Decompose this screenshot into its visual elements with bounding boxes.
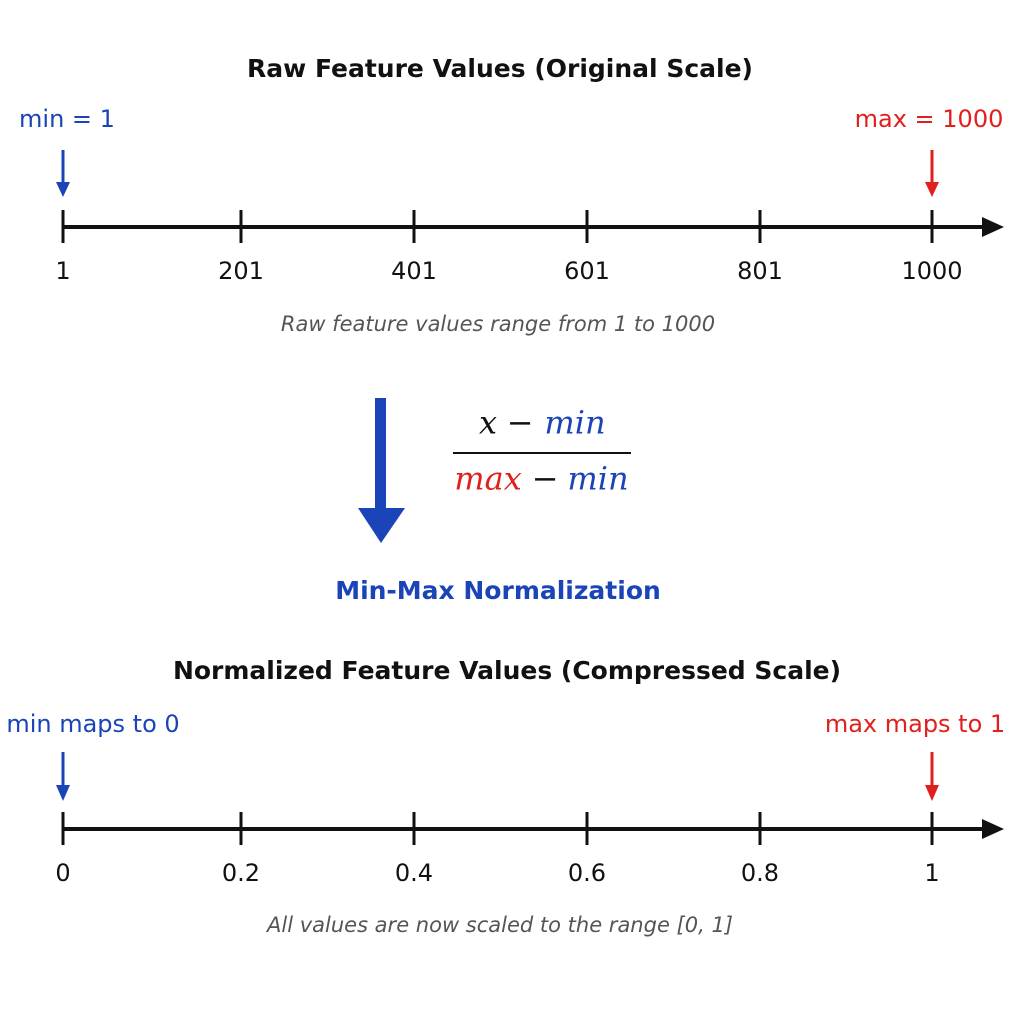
- formula-minus: −: [507, 404, 534, 442]
- bottom-ticks: 0 0.2 0.4 0.6 0.8 1: [55, 812, 940, 887]
- min-label: min = 1: [19, 105, 115, 133]
- max-arrow: [925, 150, 939, 197]
- min-label: min maps to 0: [6, 710, 179, 738]
- formula-x: x: [479, 404, 497, 442]
- tick-label: 0: [55, 859, 70, 887]
- formula-max: max: [454, 460, 521, 498]
- tick-label: 0.6: [568, 859, 606, 887]
- top-axis: [63, 217, 1004, 237]
- bottom-caption: All values are now scaled to the range […: [265, 913, 733, 937]
- formula-min: min: [544, 404, 605, 442]
- min-arrow: [56, 752, 70, 801]
- max-label: max = 1000: [855, 105, 1004, 133]
- tick-label: 0.2: [222, 859, 260, 887]
- bottom-title: Normalized Feature Values (Compressed Sc…: [173, 656, 841, 685]
- tick-label: 601: [564, 257, 610, 285]
- top-ticks: 1 201 401 601 801 1000: [55, 210, 963, 285]
- tick-label: 1: [55, 257, 70, 285]
- bottom-axis: [63, 819, 1004, 839]
- tick-label: 401: [391, 257, 437, 285]
- transform-arrow: [358, 398, 405, 543]
- max-arrow: [925, 752, 939, 801]
- max-label: max maps to 1: [825, 710, 1005, 738]
- formula-minus: −: [532, 460, 559, 498]
- tick-label: 0.4: [395, 859, 433, 887]
- tick-label: 1: [924, 859, 939, 887]
- transform-label: Min-Max Normalization: [335, 576, 661, 605]
- tick-label: 801: [737, 257, 783, 285]
- tick-label: 1000: [901, 257, 962, 285]
- min-arrow: [56, 150, 70, 197]
- top-caption: Raw feature values range from 1 to 1000: [281, 312, 715, 336]
- top-title: Raw Feature Values (Original Scale): [247, 54, 753, 83]
- formula-min: min: [567, 460, 628, 498]
- tick-label: 0.8: [741, 859, 779, 887]
- tick-label: 201: [218, 257, 264, 285]
